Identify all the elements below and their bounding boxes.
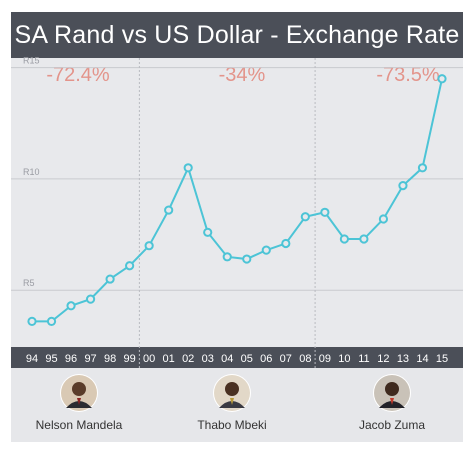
data-point bbox=[66, 301, 76, 311]
data-point bbox=[417, 163, 428, 173]
x-tick-label: 12 bbox=[377, 353, 389, 365]
chart-title: SA Rand vs US Dollar - Exchange Rate bbox=[11, 12, 463, 58]
change-label-mbeki: -34% bbox=[218, 64, 266, 86]
person-portrait-icon bbox=[60, 374, 98, 412]
x-tick-label: 07 bbox=[280, 353, 292, 365]
y-tick-label: R10 bbox=[23, 167, 40, 177]
president-name: Jacob Zuma bbox=[358, 418, 426, 432]
chart-card: SA Rand vs US Dollar - Exchange Rate -72… bbox=[11, 12, 463, 442]
x-tick-label: 98 bbox=[104, 353, 116, 365]
president-name: Nelson Mandela bbox=[35, 418, 123, 432]
x-tick-label: 08 bbox=[299, 353, 311, 365]
x-tick-label: 00 bbox=[143, 353, 155, 365]
president-name: Thabo Mbeki bbox=[197, 418, 267, 432]
data-point bbox=[164, 205, 174, 215]
data-point bbox=[437, 74, 447, 84]
x-tick-label: 10 bbox=[338, 353, 350, 365]
x-tick-label: 97 bbox=[84, 353, 96, 365]
data-point bbox=[222, 252, 232, 262]
data-point bbox=[339, 234, 349, 244]
data-point bbox=[144, 241, 154, 251]
person-portrait-icon bbox=[213, 374, 251, 412]
x-tick-label: 06 bbox=[260, 353, 272, 365]
series-line bbox=[32, 78, 443, 323]
x-tick-label: 99 bbox=[123, 353, 135, 365]
data-point bbox=[85, 294, 96, 304]
x-tick-label: 04 bbox=[221, 353, 233, 365]
presidents-row: Nelson Mandela Thabo Mbeki bbox=[11, 368, 463, 442]
data-point bbox=[320, 207, 330, 217]
x-tick-label: 95 bbox=[45, 353, 57, 365]
x-tick-label: 09 bbox=[319, 353, 331, 365]
change-label-mandela: -72.4% bbox=[46, 64, 110, 86]
y-tick-label: R5 bbox=[23, 278, 35, 288]
x-axis-bar bbox=[11, 347, 463, 368]
data-point bbox=[242, 254, 252, 264]
data-point bbox=[27, 316, 37, 326]
data-point bbox=[300, 212, 310, 222]
exchange-rate-chart: R5 R10 R15 94 95 96 97 98 99 00 01 02 03 04 05 06 07 08 09… bbox=[11, 56, 463, 368]
y-tick-label: R15 bbox=[23, 56, 40, 66]
data-point bbox=[183, 163, 193, 173]
data-point bbox=[261, 245, 271, 255]
x-tick-label: 11 bbox=[358, 353, 369, 365]
data-point bbox=[378, 214, 389, 224]
x-tick-label: 02 bbox=[182, 353, 194, 365]
change-label-zuma: -73.5% bbox=[376, 64, 440, 86]
x-tick-label: 05 bbox=[241, 353, 253, 365]
x-tick-label: 03 bbox=[202, 353, 214, 365]
x-tick-label: 15 bbox=[436, 353, 448, 365]
data-point bbox=[281, 238, 291, 249]
x-tick-label: 13 bbox=[397, 353, 409, 365]
data-point bbox=[203, 227, 213, 237]
data-point bbox=[359, 234, 369, 244]
data-point bbox=[125, 261, 135, 271]
x-tick-label: 96 bbox=[65, 353, 77, 365]
x-tick-label: 94 bbox=[26, 353, 38, 365]
data-point bbox=[46, 316, 57, 326]
x-tick-label: 01 bbox=[163, 353, 175, 365]
x-tick-label: 14 bbox=[416, 353, 428, 365]
data-point bbox=[398, 180, 408, 191]
person-portrait-icon bbox=[373, 374, 411, 412]
data-point bbox=[105, 274, 115, 284]
